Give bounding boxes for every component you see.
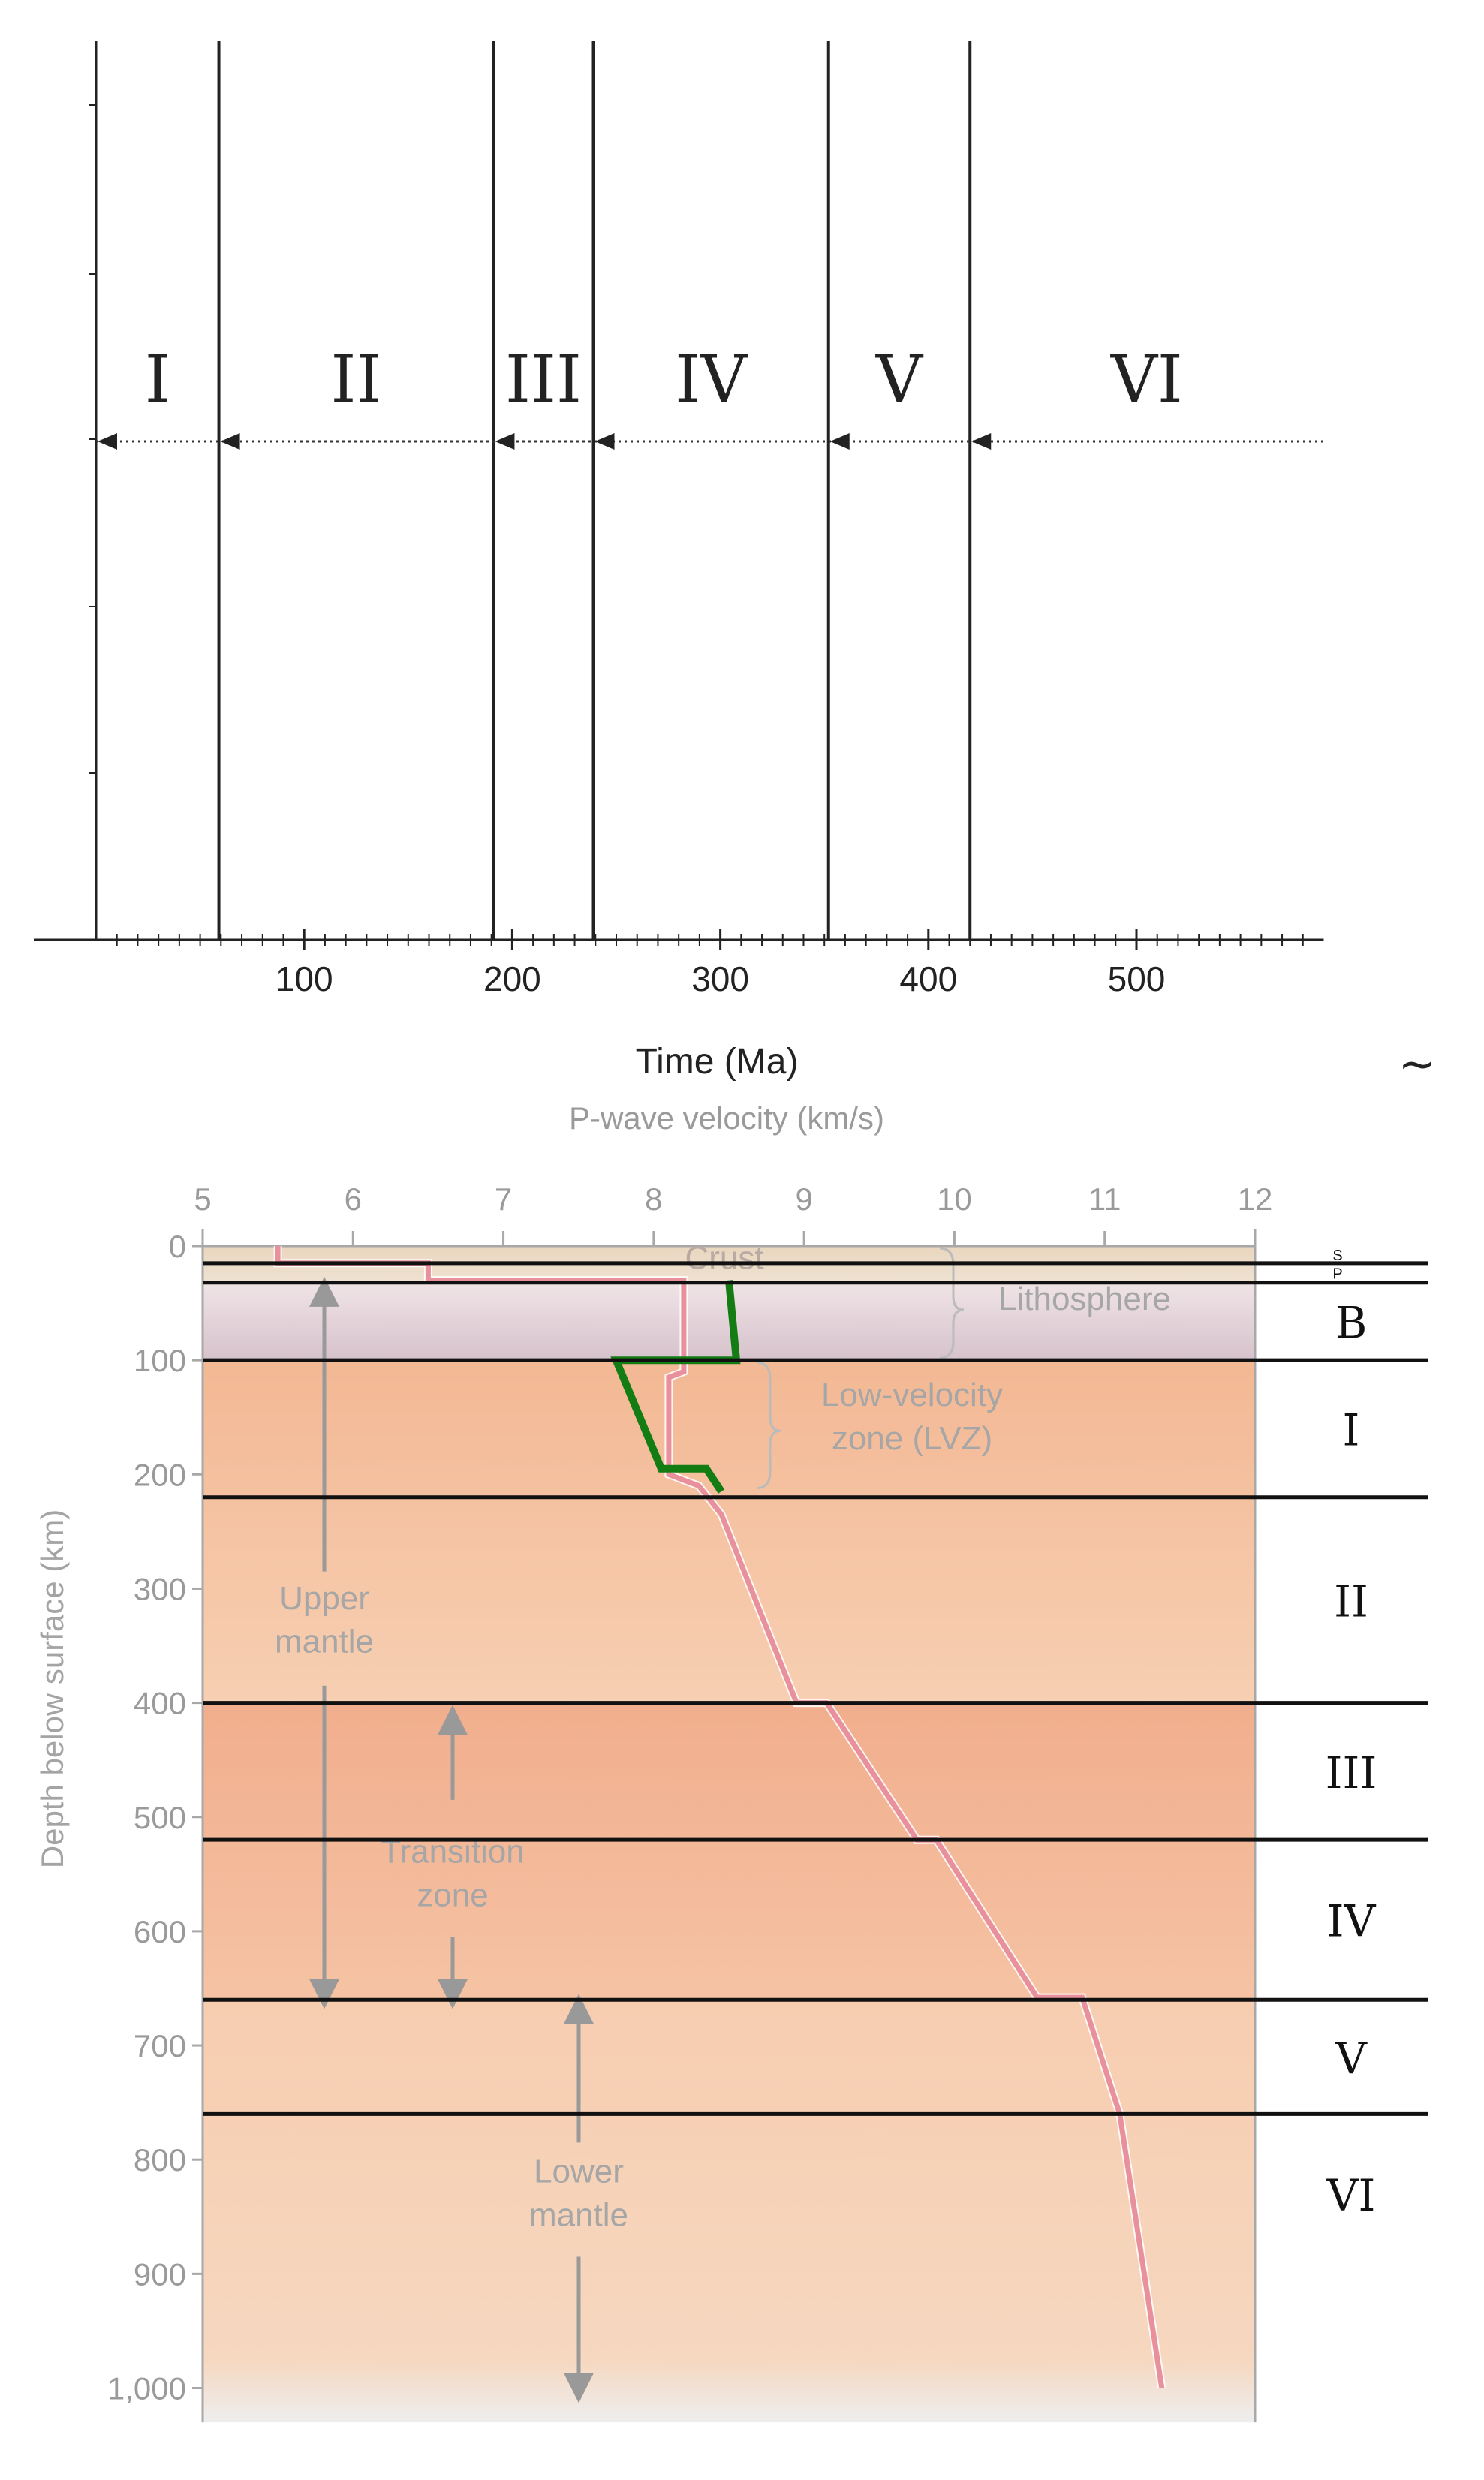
depth-y-tick-label: 900 (134, 2256, 186, 2292)
reference-velocity-line (275, 1246, 1165, 2389)
depth-y-tick-label: 300 (134, 1571, 186, 1606)
timeline-interval-label: V (875, 342, 924, 417)
layer-boundaries (203, 1261, 1428, 2116)
timeline-arrowhead (98, 433, 117, 450)
transition-zone-band (203, 1702, 1256, 2000)
timeline-chart: 100 200 300 400 500 I II III IV V VI Time (Ma) (34, 41, 1324, 1082)
velocity-x-tick-label: 5 (194, 1181, 211, 1217)
timeline-x-tick-label: 500 (1108, 959, 1166, 998)
depth-y-tick-label: 600 (134, 1914, 186, 1949)
lower-mantle-label-line1: Lower (534, 2153, 624, 2190)
velocity-series (273, 1246, 1166, 2389)
timeline-interval-label: IV (675, 342, 748, 417)
layer-label: VI (1326, 2170, 1376, 2221)
timeline-interval-label: II (331, 342, 382, 417)
timeline-interval-label: I (145, 342, 170, 417)
depth-y-tick-label: 800 (134, 2142, 186, 2178)
zone-annotations: Crust Lithosphere Low-velocity zone (LVZ) Up… (275, 1239, 1171, 2403)
timeline-interval-labels: I II III IV V VI (145, 342, 1183, 417)
velocity-x-tick-label: 9 (795, 1181, 812, 1217)
lower-mantle-label-line2: mantle (529, 2196, 628, 2233)
velocity-axes: 5 6 7 8 9 10 11 12 0 100 200 300 400 500 600 700 800 900 1… (107, 1181, 1273, 2423)
drawn-velocity-line (610, 1280, 741, 1494)
timeline-interval-label: VI (1110, 342, 1183, 417)
velocity-x-tick-label: 10 (937, 1181, 972, 1217)
timeline-interval-label: III (505, 342, 582, 417)
timeline-x-axis-label: Time (Ma) (636, 1042, 799, 1082)
transition-zone-label-line2: zone (417, 1877, 488, 1913)
lower-mantle-band (203, 2000, 1256, 2423)
velocity-x-tick-label: 7 (495, 1181, 512, 1217)
lvz-brace (756, 1361, 781, 1490)
timeline-arrowhead (829, 433, 850, 450)
layer-label: B (1335, 1297, 1368, 1348)
upper-mantle-label-line1: Upper (279, 1580, 369, 1617)
layer-label: V (1335, 2033, 1368, 2084)
timeline-arrowhead (971, 433, 992, 450)
depth-y-tick-label: 1,000 (107, 2371, 186, 2406)
velocity-x-tick-label: 6 (345, 1181, 362, 1217)
timeline-arrowhead (495, 433, 515, 450)
velocity-x-tick-label: 11 (1088, 1181, 1121, 1217)
depth-axis-label: Depth below surface (km) (35, 1509, 70, 1869)
depth-y-tick-label: 100 (134, 1343, 186, 1378)
timeline-x-tick-label: 100 (275, 959, 333, 998)
timeline-arrowhead (220, 433, 240, 450)
velocity-x-tick-label: 12 (1238, 1181, 1273, 1217)
crust-label: Crust (685, 1239, 763, 1276)
timeline-x-tick-label: 200 (483, 959, 541, 998)
timeline-x-tick-label: 400 (899, 959, 957, 998)
layer-label: II (1334, 1576, 1368, 1627)
lvz-label-line1: Low-velocity (821, 1377, 1003, 1413)
lithosphere-brace (939, 1247, 965, 1359)
depth-y-tick-label: 700 (134, 2028, 186, 2063)
timeline-x-axis: 100 200 300 400 500 (34, 41, 1324, 998)
timeline-arrows (96, 433, 1324, 450)
layer-label: IV (1327, 1896, 1377, 1947)
lithosphere-label: Lithosphere (998, 1281, 1171, 1317)
side-tilde-mark: ~ (1398, 1038, 1436, 1091)
depth-y-tick-label: 200 (134, 1457, 186, 1492)
depth-y-tick-label: 500 (134, 1800, 186, 1835)
layer-label: P (1332, 1266, 1342, 1283)
depth-bands (203, 1246, 1256, 2423)
depth-y-tick-label: 400 (134, 1686, 186, 1721)
depth-y-tick-label: 0 (169, 1229, 186, 1264)
upper-mantle-label-line2: mantle (275, 1624, 374, 1660)
velocity-depth-chart: 5 6 7 8 9 10 11 12 0 100 200 300 400 500 600 700 800 900 1… (35, 1038, 1436, 2423)
layer-label: III (1326, 1747, 1377, 1798)
timeline-x-tick-label: 300 (691, 959, 749, 998)
layer-label: I (1343, 1404, 1360, 1455)
lvz-label-line2: zone (LVZ) (832, 1420, 992, 1457)
timeline-arrowhead (595, 433, 615, 450)
timeline-boundaries (217, 41, 972, 940)
velocity-chart-title: P-wave velocity (km/s) (569, 1100, 884, 1136)
velocity-x-tick-label: 8 (645, 1181, 662, 1217)
layer-label: S (1332, 1248, 1342, 1264)
